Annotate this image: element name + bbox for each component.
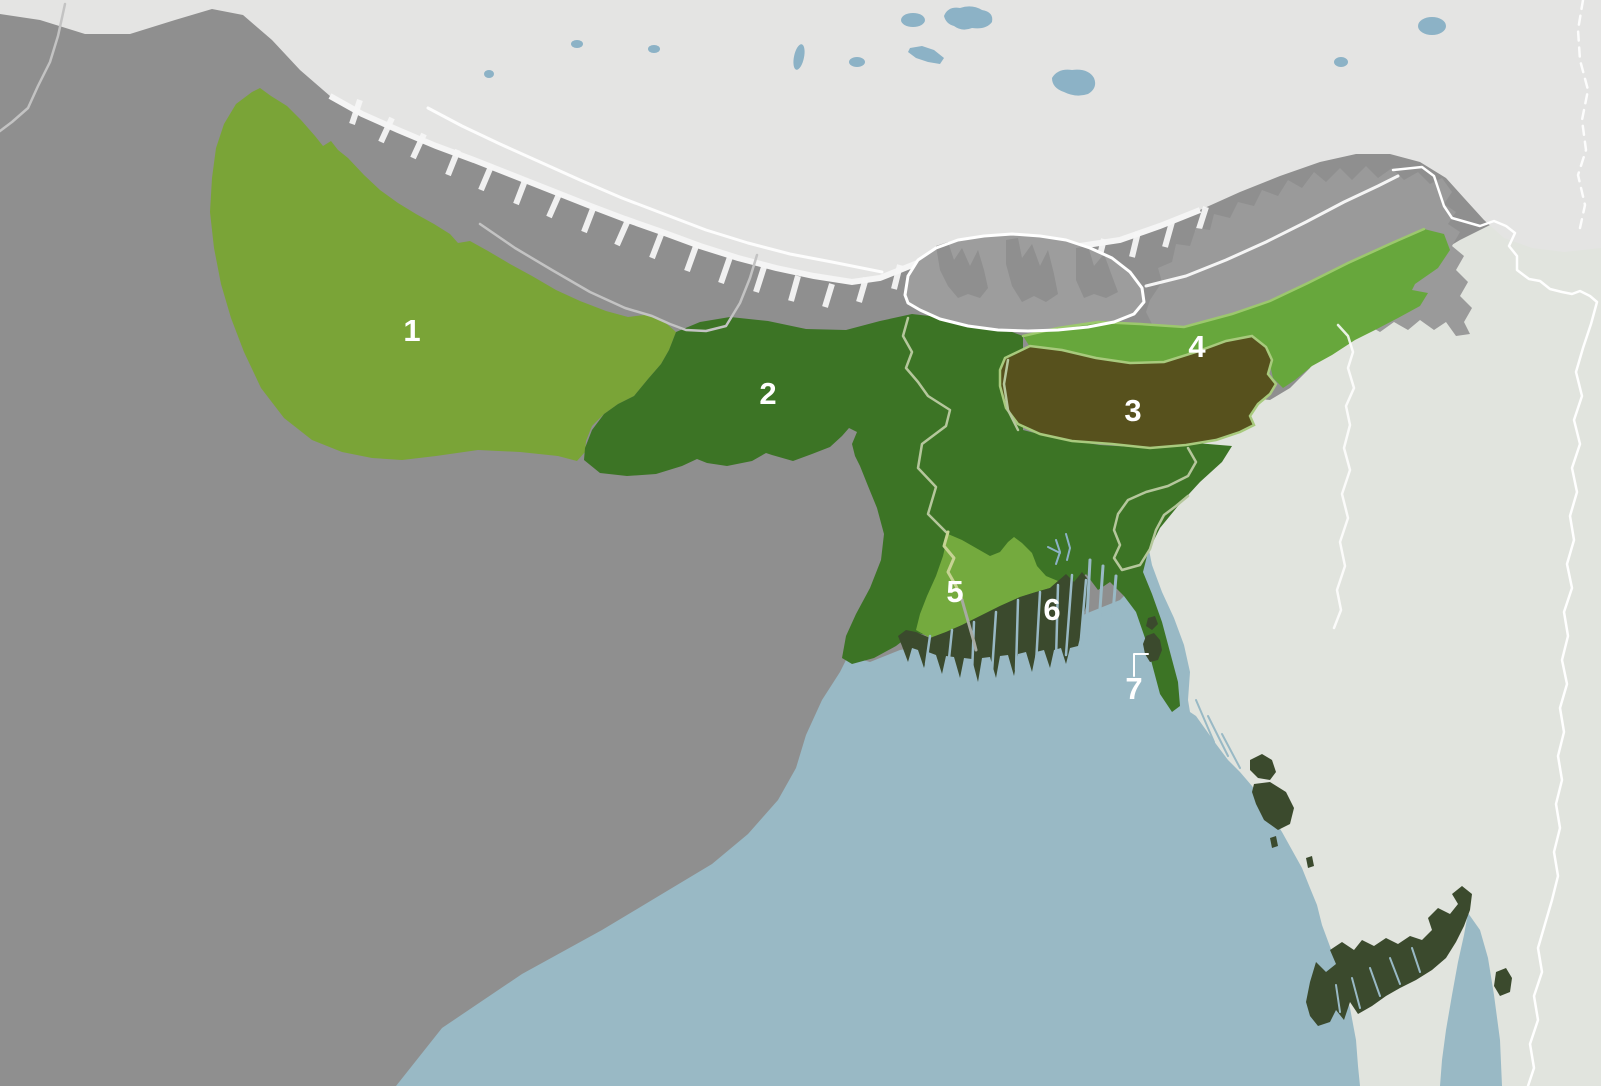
- region-2-area: [584, 314, 1232, 712]
- lake: [1334, 57, 1348, 67]
- label-7-leader: [1133, 653, 1149, 677]
- region-1-area: [210, 88, 676, 461]
- mountain-tongues-bhutan: [936, 238, 1118, 302]
- region-4-area: [1023, 229, 1450, 388]
- plateau-lakes: [484, 6, 1446, 96]
- region-3-area: [998, 334, 1278, 450]
- lake: [793, 44, 805, 70]
- lake: [1052, 69, 1096, 96]
- rakhine-mangrove-islands: [1250, 754, 1314, 868]
- lake: [908, 46, 944, 64]
- border-china-east: [1144, 174, 1400, 288]
- border-china-nepal: [426, 106, 884, 274]
- border-nepal-india: [478, 222, 759, 333]
- border-bhutan: [903, 232, 1146, 333]
- border-india-myanmar: [1391, 165, 1599, 1086]
- region-5-area: [916, 534, 1058, 638]
- region-4-label: 4: [1188, 329, 1206, 364]
- region-1-label: 1: [403, 313, 420, 348]
- region-5-label: 5: [946, 574, 963, 609]
- region-2-label: 2: [759, 376, 776, 411]
- lake: [901, 13, 925, 27]
- coastal-creeks: [1195, 699, 1241, 769]
- border-bangladesh-northeast: [1002, 358, 1020, 432]
- lake: [571, 40, 583, 48]
- lake: [1418, 17, 1446, 35]
- region-6-label: 6: [1043, 592, 1060, 627]
- lake: [484, 70, 494, 78]
- lake: [849, 57, 865, 67]
- border-west-gray: [0, 2, 67, 133]
- lake: [944, 6, 993, 30]
- estuary-channels: [1083, 558, 1118, 657]
- land-tibet-plateau: [0, 0, 1601, 282]
- sundarbans-channels: [924, 573, 1088, 676]
- irrawaddy-delta-mangroves: [1306, 886, 1512, 1026]
- lake: [648, 45, 660, 53]
- border-inner-east: [1332, 323, 1356, 630]
- border-dashed-claim-line: [1576, 0, 1590, 230]
- river-hooghly-lower: [960, 598, 978, 652]
- region-7-area: [1143, 616, 1162, 662]
- region-4-edge-line: [1021, 227, 1426, 338]
- border-bangladesh-west: [901, 316, 952, 534]
- river-meghna-creeks: [1047, 533, 1071, 565]
- border-bangladesh-tripura: [1112, 446, 1198, 572]
- region-3-label: 3: [1124, 393, 1141, 428]
- region-7-label: 7: [1125, 671, 1142, 706]
- river-hooghly-upper: [942, 530, 964, 602]
- land-myanmar: [1146, 190, 1601, 1086]
- irrawaddy-channels: [1335, 947, 1421, 1013]
